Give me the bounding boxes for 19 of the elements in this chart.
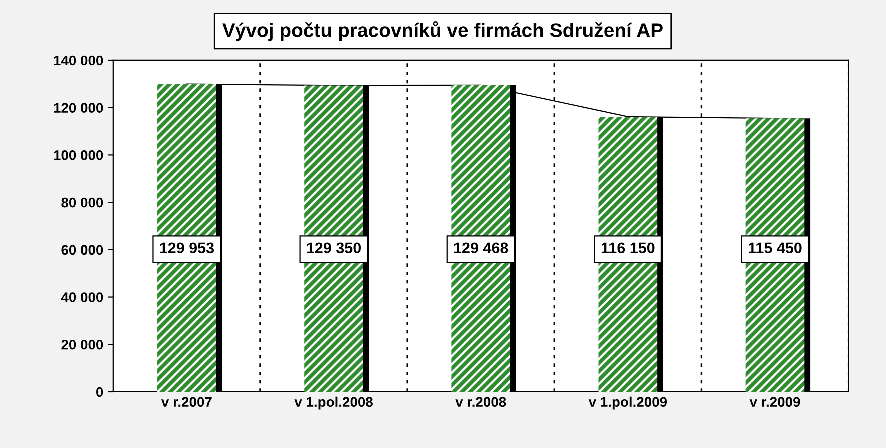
y-tick-label: 60 000: [62, 245, 104, 256]
y-tick-label: 120 000: [54, 103, 104, 114]
x-tick-label: v r.2007: [162, 397, 212, 408]
y-tick-label: 20 000: [62, 340, 104, 350]
data-label: 129 468: [454, 242, 508, 254]
y-tick-label: 40 000: [61, 292, 104, 302]
x-tick-label: v r.2008: [456, 397, 506, 408]
x-tick-label: v r.2009: [750, 397, 800, 408]
y-tick-label: 80 000: [62, 198, 104, 208]
y-tick-label: 100 000: [54, 150, 104, 160]
chart-title: Vývoj počtu pracovníků ve firmách Sdružení AP: [222, 22, 663, 42]
x-tick-label: v 1.pol.2009: [588, 396, 668, 410]
x-tick-label: v 1.pol.2008: [294, 396, 373, 410]
data-label: 116 150: [602, 242, 655, 254]
y-tick-label: 0: [96, 387, 104, 398]
data-label: 115 450: [749, 242, 802, 254]
y-tick-label: 140 000: [54, 56, 104, 66]
data-label: 129 350: [307, 242, 362, 254]
data-label: 129 953: [160, 242, 214, 254]
